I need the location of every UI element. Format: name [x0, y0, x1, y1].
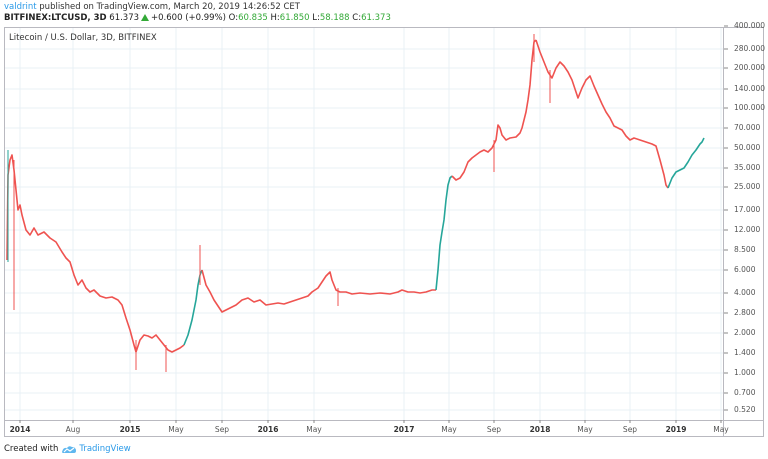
- price-tick: 25.000: [734, 182, 761, 191]
- candles-2019-recovery: [667, 137, 705, 189]
- price-tick: 17.000: [734, 205, 761, 214]
- time-tick: May: [441, 425, 457, 434]
- high-value: 61.850: [279, 13, 310, 23]
- close-value: 61.373: [361, 13, 391, 23]
- time-tick: 2016: [257, 425, 279, 434]
- time-tick: Aug: [65, 425, 81, 434]
- time-tick: May: [168, 425, 184, 434]
- time-tick: 2015: [119, 425, 141, 434]
- time-tick: May: [577, 425, 593, 434]
- candles-2015: [135, 334, 185, 353]
- candles-rally-2015: [183, 269, 203, 346]
- time-tick: Sep: [486, 425, 502, 434]
- time-tick: 2019: [665, 425, 687, 434]
- time-tick: May: [306, 425, 322, 434]
- price-change: +0.600 (+0.99%): [151, 13, 226, 23]
- price-tick: 50.000: [734, 143, 761, 152]
- grid: [5, 28, 723, 420]
- time-tick: Sep: [214, 425, 230, 434]
- candles-2017-mid: [451, 39, 537, 181]
- footer: Created with TradingView: [4, 444, 131, 454]
- time-tick: 2014: [9, 425, 31, 434]
- price-tick: 0.700: [734, 388, 756, 397]
- open-value: 60.835: [238, 13, 268, 23]
- candles-late-2015: [201, 269, 436, 313]
- candles-2018-decline: [535, 39, 669, 189]
- price-tick: 4.000: [734, 288, 756, 297]
- chart-legend-title: Litecoin / U.S. Dollar, 3D, BITFINEX: [9, 33, 157, 43]
- price-tick: 35.000: [734, 163, 761, 172]
- price-tick: 100.000: [734, 103, 766, 112]
- up-arrow-icon: [141, 14, 150, 21]
- time-tick: May: [713, 425, 729, 434]
- publish-info: valdrint published on TradingView.com, M…: [4, 2, 300, 12]
- symbol-label: BITFINEX:LTCUSD, 3D: [4, 13, 107, 23]
- created-with-label: Created with: [4, 444, 59, 454]
- price-tick: 2.800: [734, 308, 756, 317]
- price-tick: 6.000: [734, 265, 756, 274]
- tradingview-link[interactable]: TradingView: [61, 444, 131, 454]
- axis-borders: [4, 27, 764, 437]
- last-price: 61.373: [109, 13, 140, 23]
- author-link[interactable]: valdrint: [4, 2, 37, 12]
- time-tick: 2018: [529, 425, 551, 434]
- price-tick: 140.000: [734, 84, 766, 93]
- price-tick: 200.000: [734, 63, 766, 72]
- price-tick: 1.000: [734, 368, 756, 377]
- tradingview-logo-icon: [62, 446, 77, 453]
- candles-2017-rally: [435, 175, 453, 291]
- published-text: published on TradingView.com, March 20, …: [36, 2, 300, 12]
- price-tick: 1.400: [734, 348, 756, 357]
- chart-pane[interactable]: [4, 27, 764, 437]
- symbol-quote-line: BITFINEX:LTCUSD, 3D 61.373 +0.600 (+0.99%…: [4, 13, 391, 23]
- tradingview-brand-label: TradingView: [79, 444, 131, 454]
- time-tick: Sep: [622, 425, 638, 434]
- price-tick: 280.000: [734, 44, 766, 53]
- candles-early-2014: [6, 154, 137, 353]
- time-tick: 2017: [393, 425, 415, 434]
- low-value: 58.188: [319, 13, 350, 23]
- price-tick: 0.520: [734, 405, 756, 414]
- price-tick: 12.000: [734, 225, 761, 234]
- price-tick: 2.000: [734, 328, 756, 337]
- candles: [6, 39, 705, 353]
- price-tick: 400.000: [734, 21, 766, 30]
- price-tick: 70.000: [734, 123, 761, 132]
- price-tick: 8.500: [734, 245, 756, 254]
